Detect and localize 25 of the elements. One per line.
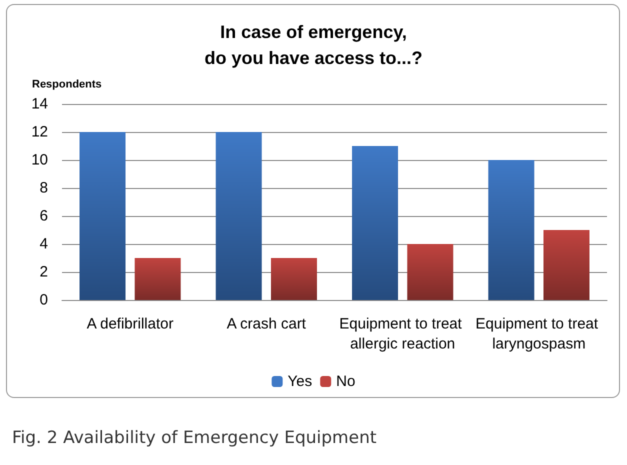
y-tick-label: 14 [31,96,48,112]
y-tick-label: 8 [40,180,48,196]
bar [543,230,590,300]
y-tick-label: 4 [40,236,48,252]
caption: Fig. 2 Availability of Emergency Equipment [12,428,377,448]
y-tick-label: 10 [31,152,48,168]
y-axis-title: Respondents [32,78,102,90]
y-tick-label: 2 [40,264,48,280]
bar [488,160,534,300]
y-tick-label: 0 [40,292,48,308]
x-tick-label: A crash cart [226,316,307,332]
chart-title: In case of emergency, do you have access to...? [204,22,423,68]
bar [407,244,454,300]
x-tick-label: Equipment to treat allergic reaction [339,316,466,352]
bar [270,258,317,300]
legend-label: No [336,373,356,390]
y-tick-label: 6 [40,208,48,224]
legend-label: Yes [288,373,312,390]
bar [352,146,398,300]
y-tick-label: 12 [31,124,48,140]
x-tick-label: A defibrillator [86,316,174,332]
bar [134,258,181,300]
bar [216,132,262,300]
bar [80,132,126,300]
x-tick-label: Equipment to treat laryngospasm [476,316,602,352]
